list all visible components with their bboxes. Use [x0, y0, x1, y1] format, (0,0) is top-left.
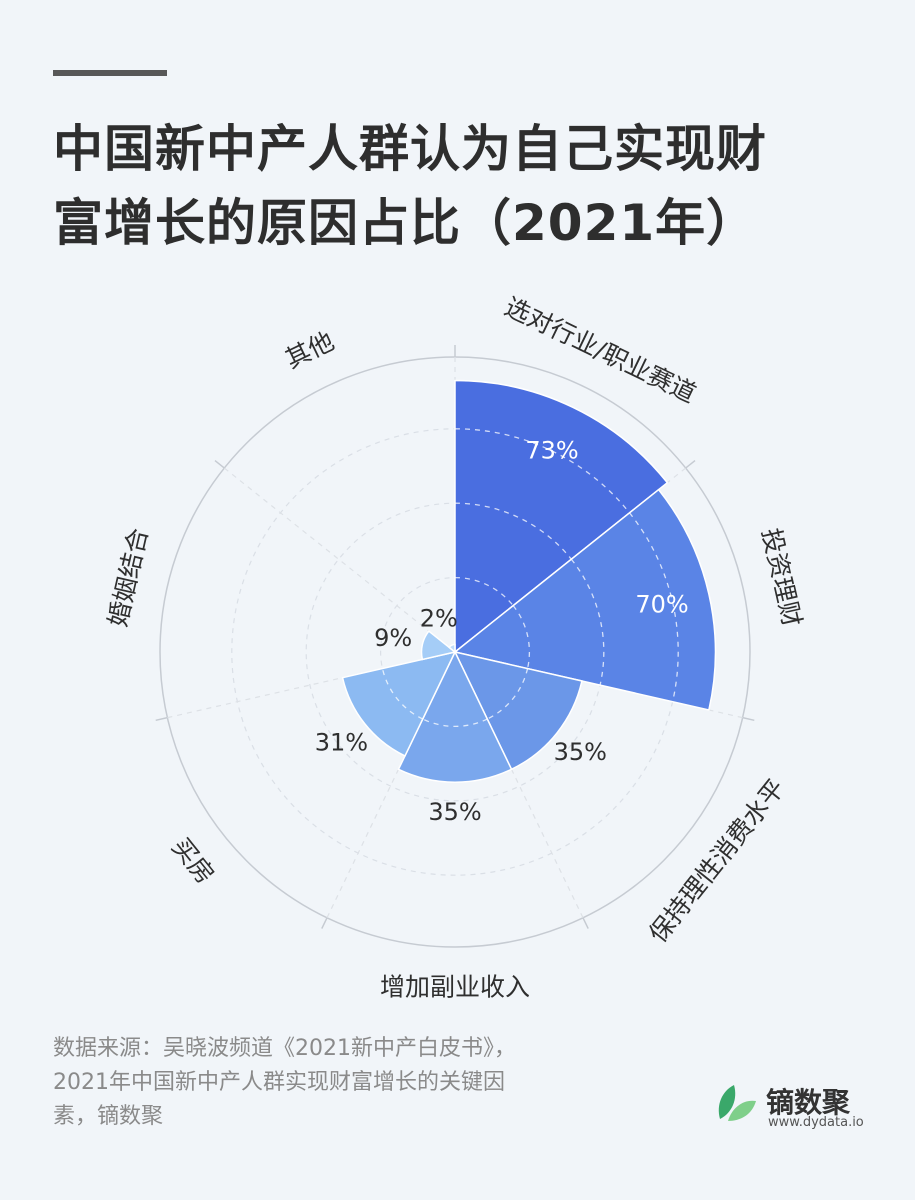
category-label-5: 婚姻结合 — [103, 525, 154, 629]
tick-6 — [214, 460, 225, 469]
sector-5 — [420, 630, 457, 661]
tick-2 — [742, 716, 755, 722]
sector-ring-0-0 — [454, 576, 514, 607]
category-label-3: 增加副业收入 — [380, 973, 530, 1002]
title-accent-bar — [53, 70, 167, 76]
tick-5 — [155, 716, 168, 722]
value-label-5: 9% — [374, 624, 412, 652]
source-note: 数据来源：吴晓波频道《2021新中产白皮书》， 2021年中国新中产人群实现财富… — [53, 1032, 653, 1134]
brand-url: www.dydata.io — [768, 1115, 864, 1130]
value-label-2: 35% — [554, 738, 607, 766]
sector-0 — [454, 379, 669, 654]
sector-6 — [448, 643, 456, 654]
sector-1 — [453, 488, 717, 711]
value-label-0: 73% — [525, 437, 578, 465]
tick-1 — [685, 460, 696, 469]
value-label-3: 35% — [428, 798, 481, 826]
category-label-1: 投资理财 — [756, 525, 807, 629]
chart-inner-rings — [381, 428, 679, 728]
tick-4 — [321, 917, 328, 929]
sector-ring-3-0 — [422, 718, 488, 728]
tick-3 — [582, 917, 589, 929]
sector-2 — [453, 650, 583, 771]
source-line-3: 素，镝数聚 — [53, 1104, 164, 1129]
sector-3 — [397, 650, 513, 783]
title-line-2: 富增长的原因占比（2021年） — [53, 194, 758, 252]
value-label-1: 70% — [635, 591, 688, 619]
sector-ring-1-2 — [628, 512, 679, 702]
sector-ring-0-2 — [454, 428, 631, 514]
brand-logo: 镝数聚 www.dydata.io — [714, 1075, 874, 1135]
sector-4 — [341, 650, 457, 757]
sector-ring-2-0 — [486, 668, 529, 720]
sector-ring-1-0 — [512, 605, 530, 669]
sector-ring-4-0 — [381, 668, 424, 720]
source-line-2: 2021年中国新中产人群实现财富增长的关键因 — [53, 1070, 505, 1095]
value-label-4: 31% — [315, 729, 368, 757]
chart-sectors — [341, 379, 717, 783]
category-label-6: 其他 — [281, 326, 339, 374]
category-label-4: 买房 — [166, 832, 220, 889]
brand-name: 镝数聚 — [766, 1086, 851, 1119]
value-label-6: 2% — [420, 604, 458, 632]
page-title: 中国新中产人群认为自己实现财 富增长的原因占比（2021年） — [53, 112, 853, 260]
source-line-1: 数据来源：吴晓波频道《2021新中产白皮书》， — [53, 1036, 516, 1061]
title-line-1: 中国新中产人群认为自己实现财 — [53, 120, 767, 178]
leaf-logo-icon — [718, 1085, 756, 1121]
category-label-2: 保持理性消费水平 — [643, 774, 790, 948]
